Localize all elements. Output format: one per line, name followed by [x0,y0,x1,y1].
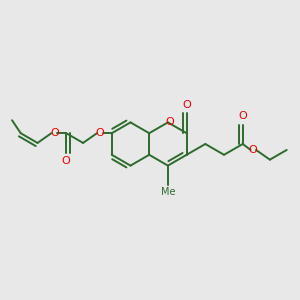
Text: O: O [165,117,174,128]
Text: O: O [62,156,70,166]
Text: O: O [249,145,257,155]
Text: Me: Me [161,187,175,196]
Text: O: O [50,128,59,138]
Text: O: O [95,128,104,138]
Text: O: O [182,100,191,110]
Text: O: O [238,111,247,121]
